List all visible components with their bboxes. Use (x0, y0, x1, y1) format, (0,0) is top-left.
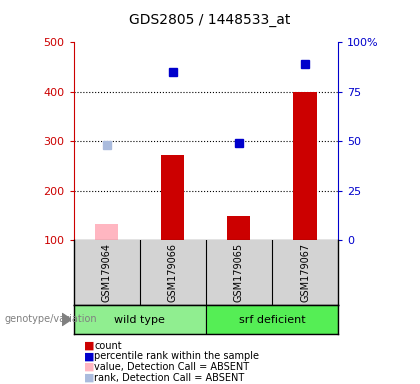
Bar (161, 155, 184, 240)
Text: GSM179067: GSM179067 (300, 243, 310, 302)
Text: ■: ■ (84, 351, 94, 361)
Bar (227, 216, 250, 240)
Text: ■: ■ (84, 373, 94, 383)
Text: GSM179064: GSM179064 (102, 243, 112, 302)
Text: GSM179065: GSM179065 (234, 243, 244, 302)
Text: ■: ■ (84, 341, 94, 351)
Bar (74, 305, 206, 334)
Text: GSM179066: GSM179066 (168, 243, 178, 302)
Bar (294, 92, 317, 240)
Text: wild type: wild type (114, 314, 165, 325)
Text: percentile rank within the sample: percentile rank within the sample (94, 351, 260, 361)
Text: value, Detection Call = ABSENT: value, Detection Call = ABSENT (94, 362, 249, 372)
Text: srf deficient: srf deficient (239, 314, 305, 325)
Text: rank, Detection Call = ABSENT: rank, Detection Call = ABSENT (94, 373, 245, 383)
Text: GDS2805 / 1448533_at: GDS2805 / 1448533_at (129, 13, 291, 27)
Text: count: count (94, 341, 122, 351)
Text: genotype/variation: genotype/variation (4, 314, 97, 324)
Polygon shape (62, 313, 71, 326)
Bar (206, 305, 338, 334)
Bar (95, 224, 118, 240)
Text: ■: ■ (84, 362, 94, 372)
